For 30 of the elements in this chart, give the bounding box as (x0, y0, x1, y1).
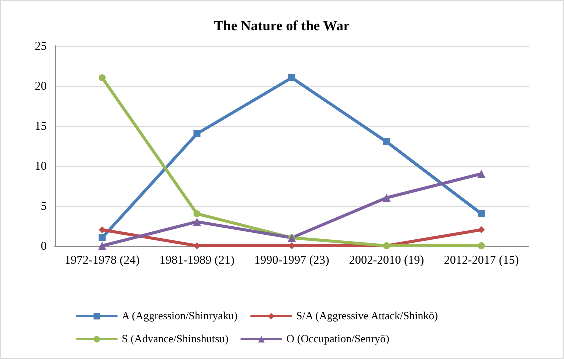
point (98, 234, 106, 242)
y-tick-label: 20 (35, 79, 47, 93)
point (194, 130, 201, 138)
x-tick-label: 2002-2010 (19) (349, 253, 424, 267)
point (98, 74, 106, 82)
chart-title: The Nature of the War (214, 20, 350, 34)
legend-label: S/A (Aggressive Attack/Shinkō) (296, 310, 439, 322)
x-tick-label: 1972-1978 (24) (64, 253, 140, 267)
legend-label: S (Advance/Shinshutsu) (122, 334, 229, 346)
point (288, 74, 296, 82)
point (478, 210, 486, 218)
point (383, 138, 390, 146)
y-tick-label: 0 (41, 239, 47, 253)
point (98, 242, 106, 250)
legend-label: O (Occupation/Senryō) (286, 334, 390, 346)
point (478, 226, 486, 234)
legend-label: A (Aggression/Shinryaku) (122, 310, 238, 322)
y-tick-label: 25 (35, 39, 47, 53)
y-tick-label: 10 (35, 159, 47, 173)
point (194, 210, 201, 218)
x-tick-label: 1981-1989 (21) (160, 253, 235, 267)
point (478, 170, 486, 178)
y-tick-label: 5 (41, 199, 47, 213)
x-tick-label: 1990-1997 (23) (254, 253, 330, 267)
point (478, 242, 486, 250)
y-tick-label: 15 (35, 119, 47, 133)
point (382, 194, 391, 202)
x-tick-label: 2012-2017 (15) (444, 253, 520, 267)
point (98, 226, 106, 234)
point (193, 218, 202, 226)
